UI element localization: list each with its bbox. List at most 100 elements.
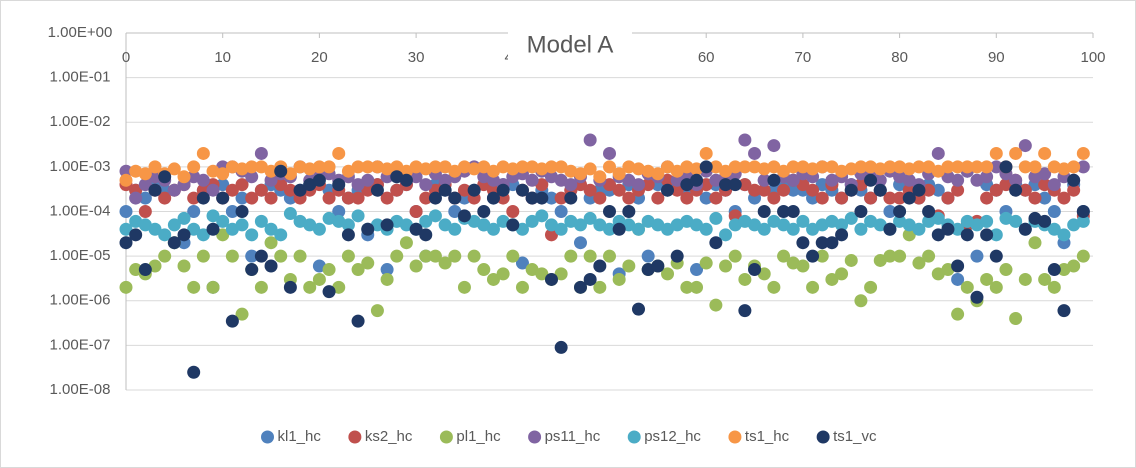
data-point xyxy=(951,259,965,273)
data-point xyxy=(1009,173,1023,187)
data-point xyxy=(428,191,442,205)
data-point xyxy=(902,218,916,232)
data-point xyxy=(902,191,916,205)
data-point xyxy=(177,228,191,242)
data-point xyxy=(757,267,771,281)
data-point xyxy=(177,259,191,273)
legend-label: ps11_hc xyxy=(545,428,601,445)
data-point xyxy=(467,162,481,176)
data-point xyxy=(951,173,965,187)
data-point xyxy=(438,256,452,270)
data-point xyxy=(138,218,152,232)
data-point xyxy=(1057,162,1071,176)
data-point xyxy=(535,162,549,176)
data-point xyxy=(651,218,665,232)
data-point xyxy=(303,218,317,232)
data-point xyxy=(738,272,752,286)
data-point xyxy=(380,191,394,205)
data-point xyxy=(738,160,752,174)
x-tick-label: 90 xyxy=(988,49,1005,66)
data-point xyxy=(370,160,384,174)
data-point xyxy=(989,280,1003,294)
data-point xyxy=(380,263,394,277)
data-point xyxy=(177,170,191,184)
data-point xyxy=(786,205,800,218)
data-point xyxy=(931,146,945,160)
data-point xyxy=(332,146,346,160)
legend-marker xyxy=(816,430,830,444)
data-point xyxy=(680,178,694,192)
data-point xyxy=(661,160,675,174)
data-point xyxy=(196,228,210,242)
data-point xyxy=(187,191,201,205)
data-point xyxy=(264,222,278,236)
data-point xyxy=(690,173,704,187)
data-point xyxy=(980,191,994,205)
data-point xyxy=(825,160,839,174)
data-point xyxy=(138,205,152,218)
data-point xyxy=(467,183,481,197)
data-point xyxy=(361,222,375,236)
x-tick-label: 10 xyxy=(214,49,231,66)
data-point xyxy=(1009,312,1023,326)
data-point xyxy=(187,222,201,236)
data-point xyxy=(999,178,1013,192)
data-point xyxy=(1009,146,1023,160)
y-tick-label: 1.00E-03 xyxy=(50,158,111,175)
data-point xyxy=(206,280,220,294)
data-point xyxy=(777,218,791,232)
data-point xyxy=(1018,272,1032,286)
data-point xyxy=(622,259,636,273)
data-point xyxy=(632,302,646,316)
data-point xyxy=(1076,146,1090,160)
data-point xyxy=(129,228,143,242)
data-point xyxy=(457,209,471,223)
data-point xyxy=(216,167,230,181)
data-point xyxy=(264,164,278,178)
data-point xyxy=(312,173,326,187)
data-point xyxy=(361,256,375,270)
data-point xyxy=(748,146,762,160)
data-point xyxy=(931,183,945,197)
data-point xyxy=(554,173,568,187)
data-point xyxy=(428,249,442,263)
data-point xyxy=(603,146,616,160)
data-point xyxy=(554,267,568,281)
data-point xyxy=(709,236,723,250)
data-point xyxy=(873,173,887,187)
data-point xyxy=(603,205,616,218)
x-tick-label: 100 xyxy=(1080,49,1105,66)
data-point xyxy=(409,222,423,236)
data-point xyxy=(312,160,326,174)
data-point xyxy=(873,218,887,232)
data-point xyxy=(738,304,752,318)
data-point xyxy=(486,164,500,178)
data-point xyxy=(438,160,452,174)
data-point xyxy=(622,205,636,218)
data-point xyxy=(661,222,675,236)
data-point xyxy=(351,160,365,174)
data-point xyxy=(989,146,1003,160)
data-point xyxy=(941,160,955,174)
legend-label: pl1_hc xyxy=(456,428,501,445)
data-point xyxy=(573,167,587,181)
data-point xyxy=(1076,205,1090,218)
data-point xyxy=(409,205,423,218)
data-point xyxy=(864,191,878,205)
data-point xyxy=(912,183,926,197)
data-point xyxy=(254,146,268,160)
data-point xyxy=(225,314,239,328)
data-point xyxy=(1028,236,1042,250)
data-point xyxy=(254,280,268,294)
data-point xyxy=(196,146,210,160)
data-point xyxy=(477,205,491,218)
data-point xyxy=(399,173,413,187)
data-point xyxy=(341,191,355,205)
data-point xyxy=(893,191,907,205)
data-point xyxy=(757,205,771,218)
data-point xyxy=(525,160,539,174)
data-point xyxy=(757,222,771,236)
legend-marker xyxy=(728,430,742,444)
data-point xyxy=(312,222,326,236)
data-point xyxy=(980,272,994,286)
